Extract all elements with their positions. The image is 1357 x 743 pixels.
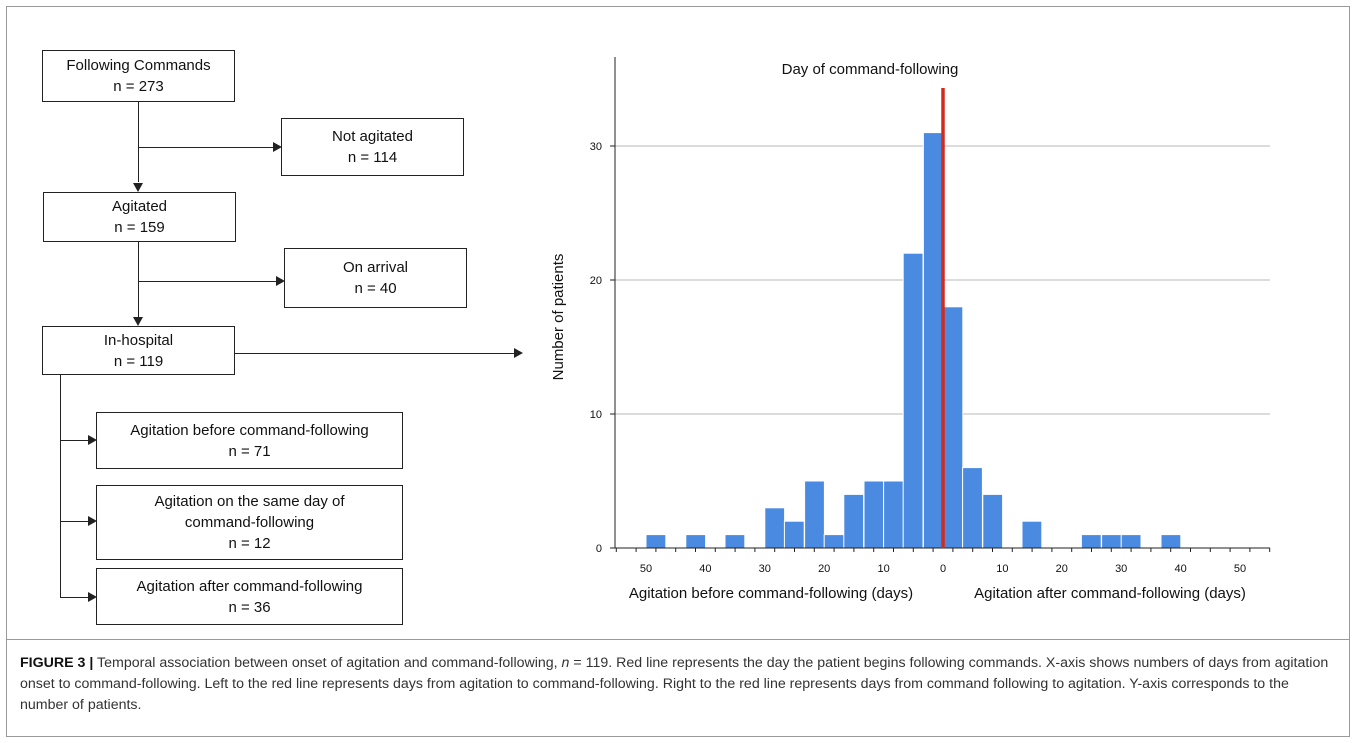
connector-line: [138, 102, 139, 182]
box-in-hospital: In-hospital n = 119: [42, 326, 235, 375]
x-axis-label-after: Agitation after command-following (days): [974, 585, 1246, 602]
histogram-bar: [922, 132, 944, 549]
box-label: Following Commands: [66, 57, 211, 74]
connector-line: [60, 521, 88, 522]
x-tick-label: 10: [996, 563, 1008, 575]
histogram-bar: [1120, 534, 1142, 549]
box-label: Agitated: [111, 198, 168, 215]
arrow-down-icon: [133, 183, 143, 192]
histogram-bar: [1080, 534, 1102, 549]
arrow-right-icon: [88, 435, 97, 445]
x-tick-label: 30: [759, 563, 771, 575]
histogram-bar: [982, 493, 1004, 549]
histogram-bar: [1021, 520, 1043, 549]
connector-line: [235, 353, 514, 354]
x-tick-label: 30: [1115, 563, 1127, 575]
histogram-bar: [863, 480, 885, 549]
x-tick-label: 40: [1174, 563, 1186, 575]
box-label: Agitation after command-following: [136, 577, 363, 595]
connector-line: [60, 597, 88, 598]
histogram-bar: [645, 534, 667, 549]
arrow-right-icon: [514, 348, 523, 358]
box-count: n = 273: [113, 78, 164, 95]
arrow-right-icon: [88, 516, 97, 526]
y-tick-label: 0: [596, 543, 602, 555]
box-agitated: Agitated n = 159: [43, 192, 236, 242]
x-tick-label: 50: [640, 563, 652, 575]
x-tick-label: 20: [1056, 563, 1068, 575]
box-agitation-before: Agitation before command-following n = 7…: [96, 412, 403, 469]
histogram-bar: [783, 520, 805, 549]
histogram-bar: [843, 493, 865, 549]
histogram-bar: [883, 480, 904, 549]
box-count: n = 159: [114, 219, 165, 236]
caption-label: FIGURE 3 |: [20, 655, 94, 671]
y-tick-label: 30: [590, 141, 602, 153]
box-following-commands: Following Commands n = 273: [42, 50, 235, 102]
arrow-right-icon: [273, 142, 282, 152]
bars: [645, 132, 1182, 549]
box-count: n = 40: [354, 280, 397, 297]
figure-caption: FIGURE 3 | Temporal association between …: [20, 653, 1340, 716]
y-axis-label: Number of patients: [550, 254, 567, 381]
connector-line: [60, 440, 88, 441]
box-agitation-same-day: Agitation on the same day of command-fol…: [96, 485, 403, 560]
box-count: n = 119: [113, 352, 164, 370]
y-tick-label: 10: [590, 409, 602, 421]
histogram-bar: [685, 534, 707, 549]
arrow-down-icon: [133, 317, 143, 326]
histogram-bar: [942, 306, 964, 549]
histogram-bar: [724, 534, 746, 549]
box-count: n = 36: [228, 598, 271, 616]
histogram-bar: [1160, 534, 1182, 549]
histogram-bar: [804, 480, 825, 549]
caption-text-b: = 119. Red line represents the day the p…: [20, 655, 1329, 713]
figure-frame: [6, 6, 1350, 737]
box-on-arrival: On arrival n = 40: [284, 248, 467, 308]
box-label-line1: Agitation on the same day of: [154, 493, 345, 510]
box-agitation-after: Agitation after command-following n = 36: [96, 568, 403, 625]
x-tick-label: 50: [1234, 563, 1246, 575]
box-label: In-hospital: [103, 331, 174, 349]
x-tick-label: 0: [940, 563, 946, 575]
histogram-chart: 0 10 20 30 50 40 30 20 10 0 10 20 30 40 50 Day of comm…: [550, 57, 1271, 602]
axes: 0 10 20 30 50 40 30 20 10 0 10 20 30 40 50: [590, 57, 1271, 575]
connector-line: [138, 281, 276, 282]
chart-title: Day of command-following: [782, 61, 959, 78]
arrow-right-icon: [276, 276, 285, 286]
y-tick-label: 20: [590, 275, 602, 287]
box-count: n = 71: [228, 442, 271, 460]
arrow-right-icon: [88, 592, 97, 602]
connector-line: [60, 375, 61, 597]
histogram-bar: [1101, 534, 1122, 549]
box-label: Not agitated: [332, 128, 413, 145]
box-count: n = 114: [347, 149, 398, 166]
histogram-bar: [764, 507, 786, 549]
x-tick-label: 40: [699, 563, 711, 575]
x-tick-label: 10: [877, 563, 889, 575]
caption-n-variable: n: [561, 655, 570, 671]
histogram-bar: [902, 252, 924, 549]
box-label-line2: command-following: [184, 514, 315, 531]
box-label: On arrival: [342, 259, 409, 276]
histogram-bar: [823, 534, 845, 549]
box-count: n = 12: [228, 535, 271, 552]
box-label: Agitation before command-following: [130, 421, 369, 439]
histogram-bar: [962, 467, 983, 549]
connector-line: [138, 147, 273, 148]
x-tick-label: 20: [818, 563, 830, 575]
connector-line: [138, 242, 139, 317]
x-axis-label-before: Agitation before command-following (days…: [629, 585, 913, 602]
caption-text-a: Temporal association between onset of ag…: [93, 655, 562, 671]
caption-divider: [6, 639, 1350, 640]
